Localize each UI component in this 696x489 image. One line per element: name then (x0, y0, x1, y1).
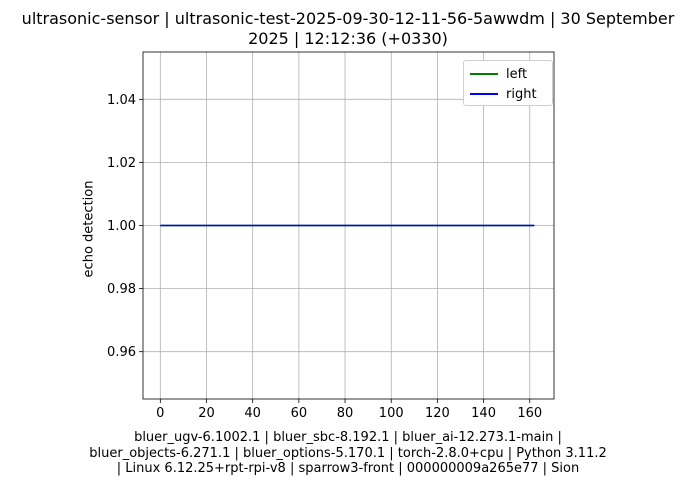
legend-item-right: right (470, 85, 537, 103)
legend-swatch-right (470, 93, 498, 95)
x-axis-label-line-2: bluer_objects-6.271.1 | bluer_options-5.… (89, 445, 607, 461)
legend-label-left: left (506, 66, 528, 82)
y-tick-label: 0.98 (107, 282, 136, 297)
y-tick-label: 1.00 (107, 219, 136, 234)
x-tick-label: 0 (156, 406, 164, 421)
x-tick-label: 60 (291, 406, 308, 421)
chart-title-line-1: ultrasonic-sensor | ultrasonic-test-2025… (21, 9, 675, 28)
x-tick-label: 100 (379, 406, 404, 421)
y-axis-label: echo detection (81, 180, 97, 278)
y-tick-label: 0.96 (107, 345, 136, 360)
x-tick-label: 120 (425, 406, 450, 421)
chart-title-line-2: 2025 | 12:12:36 (+0330) (248, 29, 448, 48)
y-tick-label: 1.04 (107, 93, 136, 108)
x-tick-label: 160 (517, 406, 542, 421)
legend-swatch-left (470, 73, 498, 75)
x-tick-label: 80 (337, 406, 354, 421)
x-axis-label-line-1: bluer_ugv-6.1002.1 | bluer_sbc-8.192.1 |… (134, 430, 562, 445)
x-tick-label: 40 (244, 406, 261, 421)
x-tick-label: 140 (471, 406, 496, 421)
y-tick-label: 1.02 (107, 156, 136, 171)
legend-label-right: right (506, 86, 537, 102)
legend: left right (463, 60, 553, 106)
x-axis-label-line-3: | Linux 6.12.25+rpt-rpi-v8 | sparrow3-fr… (116, 461, 580, 476)
x-tick-label: 20 (198, 406, 215, 421)
legend-item-left: left (470, 65, 527, 83)
chart-title: ultrasonic-sensor | ultrasonic-test-2025… (0, 9, 696, 49)
x-axis-label: bluer_ugv-6.1002.1 | bluer_sbc-8.192.1 |… (0, 430, 696, 477)
